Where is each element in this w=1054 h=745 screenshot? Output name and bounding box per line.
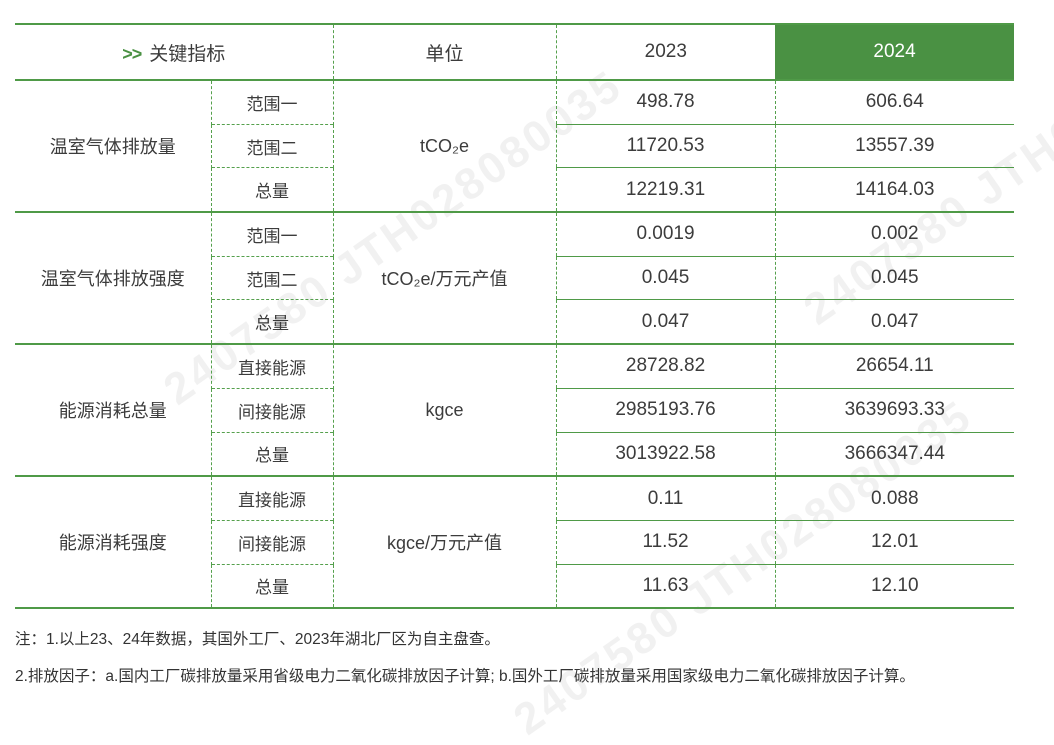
table-row: 总量 12219.31 14164.03	[15, 167, 1015, 213]
sub-row-label: 总量	[210, 167, 334, 213]
header-unit-cell: 单位	[333, 24, 557, 81]
value-2024: 0.047	[775, 299, 1015, 345]
table-row: 温室气体排放强度 范围一 tCO₂e/万元产值 0.0019 0.002	[15, 211, 1015, 345]
header-2023-cell: 2023	[556, 24, 776, 81]
value-2024: 0.045	[775, 255, 1015, 300]
sub-row-label: 范围一	[210, 78, 334, 125]
value-2023: 0.11	[556, 475, 776, 521]
header-row: >> 关键指标 单位 2023 2024	[15, 24, 1015, 81]
value-2023: 11720.53	[556, 123, 776, 168]
header-indicator-cell: >> 关键指标	[15, 24, 334, 81]
table-row: 范围二 11720.53 13557.39	[15, 123, 1015, 168]
value-2024: 3666347.44	[775, 431, 1015, 477]
value-2024: 12.01	[775, 519, 1015, 565]
value-2023: 12219.31	[556, 167, 776, 213]
value-2024: 12.10	[775, 563, 1015, 609]
value-2024: 14164.03	[775, 167, 1015, 213]
sub-row-label: 总量	[210, 431, 334, 477]
value-2023: 28728.82	[556, 343, 776, 389]
header-2024-cell: 2024	[775, 24, 1015, 81]
unit-cell: kgce/万元产值	[333, 475, 557, 609]
value-2024: 606.64	[775, 78, 1015, 125]
table-row: 能源消耗总量 直接能源 kgce 28728.82 26654.11	[15, 343, 1015, 477]
sub-row-label: 范围二	[210, 123, 334, 168]
value-2024: 3639693.33	[775, 387, 1015, 432]
unit-cell: tCO₂e/万元产值	[333, 211, 557, 345]
sub-row-label: 直接能源	[210, 475, 334, 521]
table-row: 温室气体排放量 范围一 tCO₂e 498.78 606.64	[15, 78, 1015, 213]
table-row: 间接能源 2985193.76 3639693.33	[15, 387, 1015, 432]
table-row: 总量 0.047 0.047	[15, 299, 1015, 345]
sub-row-label: 总量	[210, 563, 334, 609]
footnote-1: 注：1.以上23、24年数据，其国外工厂、2023年湖北厂区为自主盘查。	[15, 631, 500, 649]
double-chevron-icon: >>	[122, 43, 142, 64]
value-2024: 13557.39	[775, 123, 1015, 168]
table-row: 总量 11.63 12.10	[15, 563, 1015, 609]
group-label-energy-intensity: 能源消耗强度	[15, 475, 211, 609]
table-row: 范围二 0.045 0.045	[15, 255, 1015, 300]
value-2024: 0.088	[775, 475, 1015, 521]
value-2023: 11.63	[556, 563, 776, 609]
value-2023: 11.52	[556, 519, 776, 565]
footnotes: 注：1.以上23、24年数据，其国外工厂、2023年湖北厂区为自主盘查。 2.排…	[15, 629, 1054, 687]
header-indicator-label: 关键指标	[149, 43, 226, 65]
sub-row-label: 总量	[210, 299, 334, 345]
value-2023: 3013922.58	[556, 431, 776, 477]
sub-row-label: 范围一	[210, 211, 334, 257]
group-label-ghg-intensity: 温室气体排放强度	[15, 211, 211, 345]
value-2023: 2985193.76	[556, 387, 776, 432]
value-2023: 0.045	[556, 255, 776, 300]
unit-cell: kgce	[333, 343, 557, 477]
value-2024: 0.002	[775, 211, 1015, 257]
sub-row-label: 间接能源	[210, 387, 334, 432]
footnote-2: 2.排放因子：a.国内工厂碳排放量采用省级电力二氧化碳排放因子计算; b.国外工…	[15, 667, 915, 685]
value-2024: 26654.11	[775, 343, 1015, 389]
sub-row-label: 直接能源	[210, 343, 334, 389]
table-row: 能源消耗强度 直接能源 kgce/万元产值 0.11 0.088	[15, 475, 1015, 609]
group-label-energy-total: 能源消耗总量	[15, 343, 211, 477]
table-row: 总量 3013922.58 3666347.44	[15, 431, 1015, 477]
unit-cell: tCO₂e	[333, 78, 557, 213]
value-2023: 498.78	[556, 78, 776, 125]
sub-row-label: 范围二	[210, 255, 334, 300]
value-2023: 0.047	[556, 299, 776, 345]
sub-row-label: 间接能源	[210, 519, 334, 565]
key-indicators-table: >> 关键指标 单位 2023 2024 温室气体排放量 范围一 tCO₂e 49…	[15, 23, 1015, 610]
value-2023: 0.0019	[556, 211, 776, 257]
group-label-ghg-emissions: 温室气体排放量	[15, 78, 211, 213]
table-row: 间接能源 11.52 12.01	[15, 519, 1015, 565]
